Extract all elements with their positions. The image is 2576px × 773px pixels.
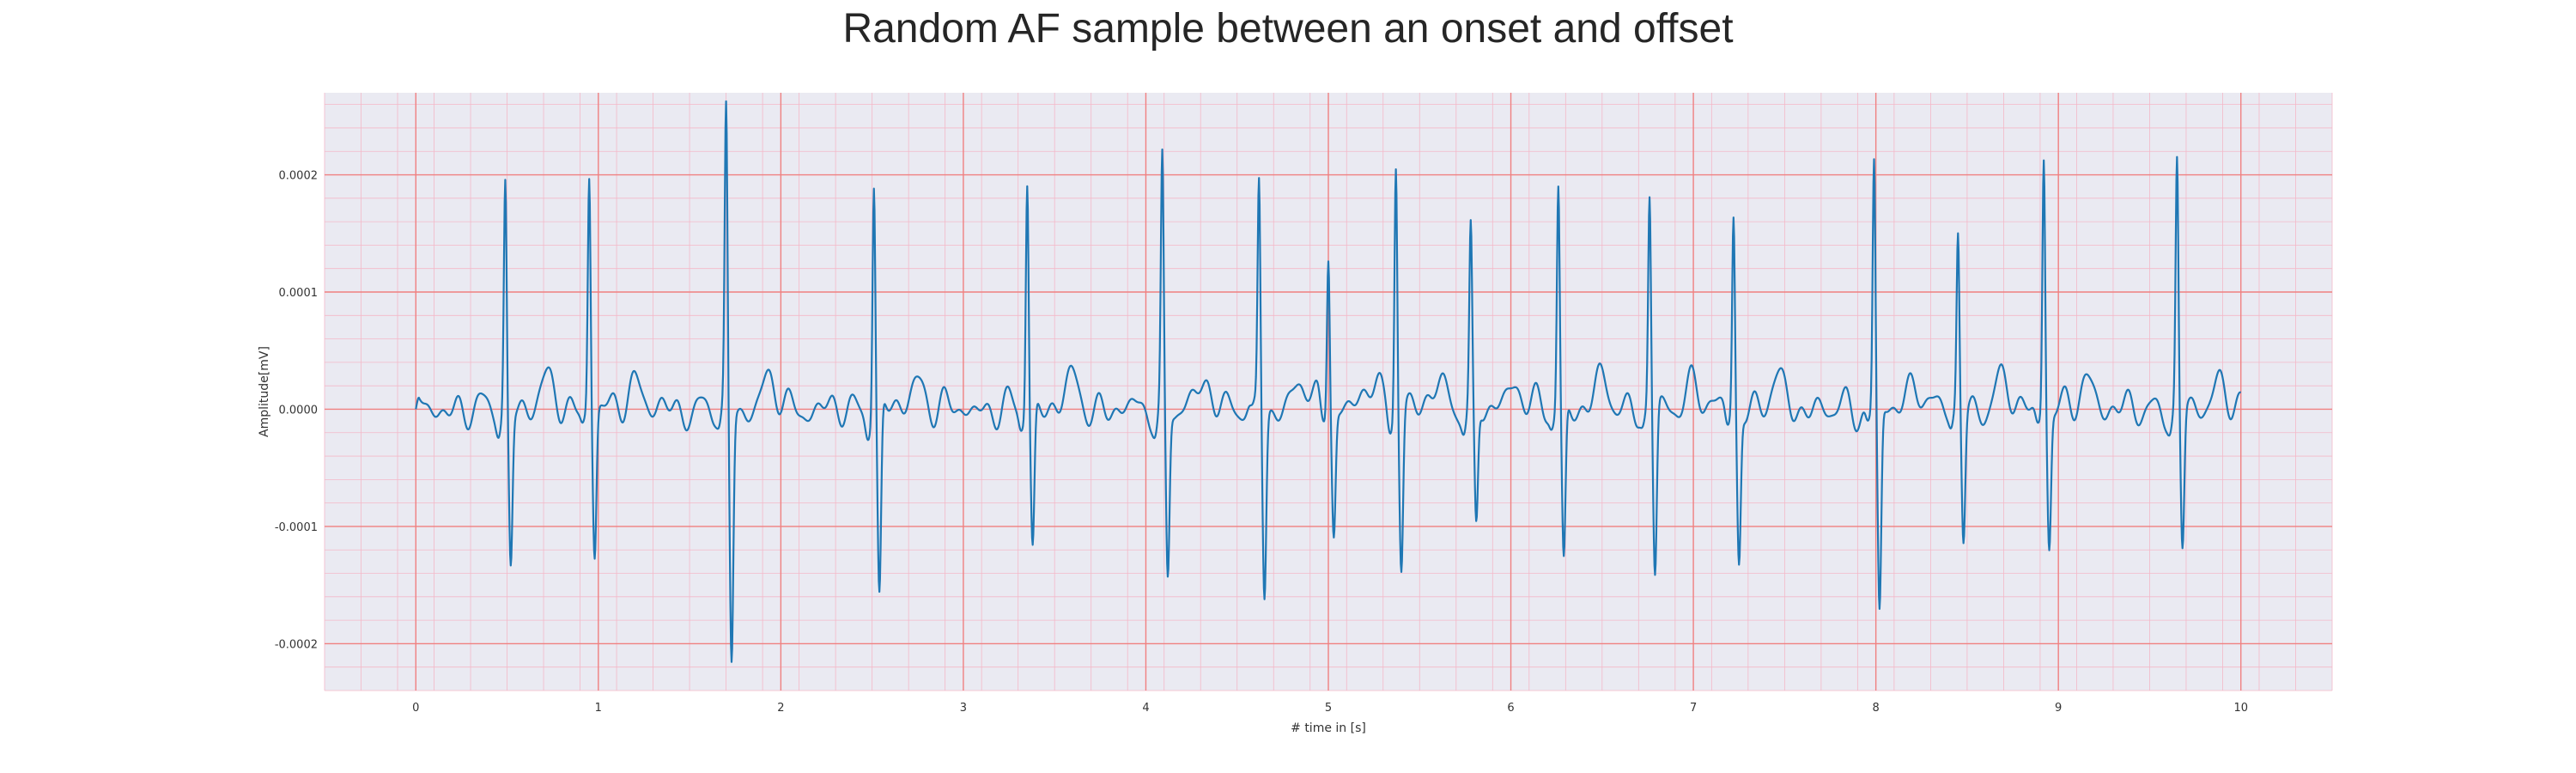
x-tick-label: 1 (595, 702, 602, 715)
x-tick-label: 7 (1690, 702, 1697, 715)
x-axis-label: # time in [s] (1291, 721, 1366, 735)
y-tick-label: 0.0002 (279, 170, 319, 183)
x-tick-label: 0 (412, 702, 419, 715)
x-tick-label: 2 (777, 702, 784, 715)
major-grid (325, 93, 2332, 691)
x-tick-label: 10 (2233, 702, 2248, 715)
y-axis-label: Amplitude[mV] (258, 346, 271, 437)
y-axis-ticks: -0.0002 -0.0001 0.0000 0.0001 0.0002 (275, 170, 318, 652)
x-tick-label: 4 (1142, 702, 1149, 715)
x-axis-ticks: 0 1 2 3 4 5 6 7 8 9 10 (412, 702, 2248, 715)
x-tick-label: 8 (1872, 702, 1879, 715)
ecg-series-line (415, 100, 2242, 663)
y-tick-label: -0.0001 (275, 521, 318, 534)
x-tick-label: 5 (1325, 702, 1332, 715)
x-tick-label: 6 (1507, 702, 1514, 715)
chart-title: Random AF sample between an onset and of… (842, 6, 1734, 52)
y-tick-label: -0.0002 (275, 638, 318, 651)
y-tick-label: 0.0000 (279, 404, 319, 417)
x-tick-label: 9 (2055, 702, 2062, 715)
y-tick-label: 0.0001 (279, 287, 319, 300)
x-tick-label: 3 (960, 702, 967, 715)
